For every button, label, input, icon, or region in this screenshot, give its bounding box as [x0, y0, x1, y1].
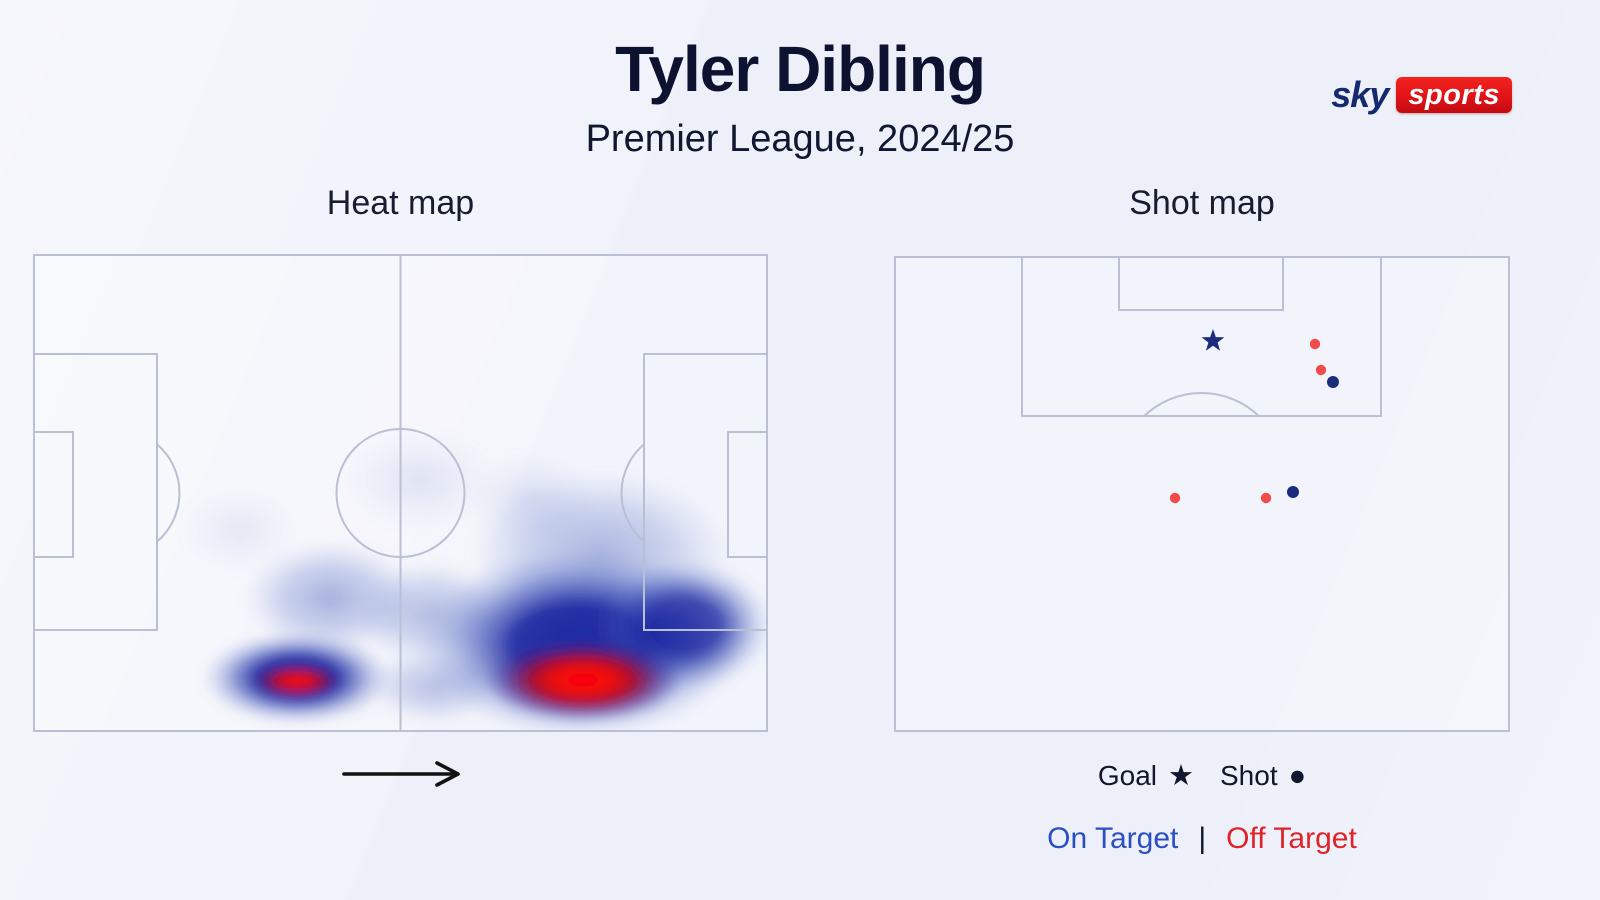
sky-logo-text: sky	[1331, 74, 1389, 115]
heat-map-blobs	[178, 428, 766, 730]
heat-pitch-lines	[33, 254, 768, 732]
left-six-yard-box	[33, 431, 74, 558]
heat-map-label: Heat map	[326, 184, 475, 222]
shot-pitch-fill	[895, 257, 1509, 731]
goal-star-marker	[1201, 329, 1225, 351]
heat-blob-faint	[340, 428, 500, 532]
heat-blob-core	[485, 638, 681, 722]
off-target-label: Off Target	[1226, 822, 1357, 855]
shot-off-target-marker	[1169, 492, 1181, 504]
page-title: Tyler Dibling	[615, 33, 986, 105]
six-yard-box	[1118, 256, 1284, 311]
sky-sports-logo: sky sports	[1331, 74, 1512, 116]
shot-markers	[1169, 329, 1339, 504]
shot-on-target-marker	[1287, 486, 1299, 498]
page-subtitle: Premier League, 2024/25	[585, 118, 1015, 160]
shot-on-target-marker	[1327, 376, 1339, 388]
shot-off-target-marker	[1309, 338, 1321, 350]
shot-map-pitch	[894, 256, 1510, 732]
legend-shot-label: Shot	[1220, 760, 1278, 791]
penalty-arc	[1143, 392, 1260, 417]
heat-blob-core	[250, 663, 344, 699]
shot-off-target-marker	[1315, 364, 1327, 376]
shot-off-target-marker	[1260, 492, 1272, 504]
left-penalty-arc	[156, 443, 181, 543]
shot-map-label: Shot map	[1129, 184, 1275, 222]
arrow-head	[435, 761, 460, 787]
legend-goal-label: Goal	[1097, 760, 1157, 791]
legend-symbols: Goal ★ Shot ●	[894, 762, 1510, 791]
legend-separator: |	[1198, 822, 1207, 855]
center-circle	[335, 428, 466, 558]
heat-map-pitch	[33, 254, 768, 732]
legend-targets: On Target | Off Target	[894, 824, 1510, 854]
shot-pitch-lines	[894, 256, 1510, 732]
sports-logo-badge: sports	[1396, 77, 1512, 113]
shot-dot-icon: ●	[1288, 760, 1307, 792]
right-penalty-arc	[620, 443, 645, 543]
right-six-yard-box	[727, 431, 768, 558]
heat-blob-faint	[178, 484, 302, 576]
sports-logo-text: sports	[1408, 78, 1500, 111]
goal-star-icon: ★	[1168, 760, 1194, 792]
on-target-label: On Target	[1047, 822, 1179, 855]
attack-direction-arrow	[342, 761, 460, 787]
